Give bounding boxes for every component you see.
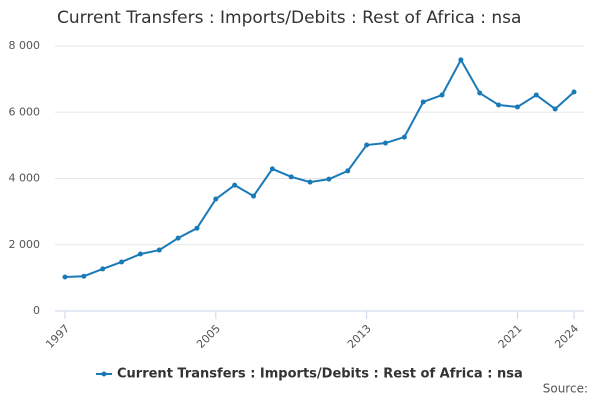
point (137, 251, 143, 257)
point (288, 174, 294, 180)
point (156, 247, 162, 253)
point (175, 235, 181, 241)
point (251, 193, 257, 199)
y-tick-label: 6 000 (9, 105, 41, 118)
point (364, 142, 370, 148)
point (439, 92, 445, 98)
x-tick-label: 2013 (345, 322, 374, 351)
point (119, 259, 125, 265)
y-tick-label: 2 000 (9, 238, 41, 251)
y-tick-label: 0 (33, 304, 40, 317)
point (62, 274, 68, 280)
point (571, 89, 577, 95)
y-tick-label: 8 000 (9, 39, 41, 52)
x-tick-label: 2021 (496, 322, 525, 351)
x-tick-label: 2024 (552, 322, 581, 351)
point (458, 57, 464, 63)
y-tick-label: 4 000 (9, 172, 41, 185)
point (213, 196, 219, 202)
point (232, 182, 238, 188)
point (326, 176, 332, 182)
point (100, 266, 106, 272)
point (477, 90, 483, 96)
x-tick-label: 1997 (43, 322, 72, 351)
legend-marker (101, 371, 107, 377)
point (81, 273, 87, 279)
point (533, 92, 539, 98)
point (382, 140, 388, 146)
point (420, 99, 426, 105)
source: Source: (543, 382, 588, 396)
point (552, 106, 558, 112)
point (345, 168, 351, 174)
x-tick-label: 2005 (194, 322, 223, 351)
point (307, 179, 313, 185)
chart-title: Current Transfers : Imports/Debits : Res… (57, 8, 521, 28)
point (269, 166, 275, 172)
point (401, 134, 407, 140)
line (64, 57, 575, 279)
point (514, 104, 520, 110)
point (496, 102, 502, 108)
legend-label: Current Transfers : Imports/Debits : Res… (117, 367, 523, 382)
point (194, 225, 200, 231)
